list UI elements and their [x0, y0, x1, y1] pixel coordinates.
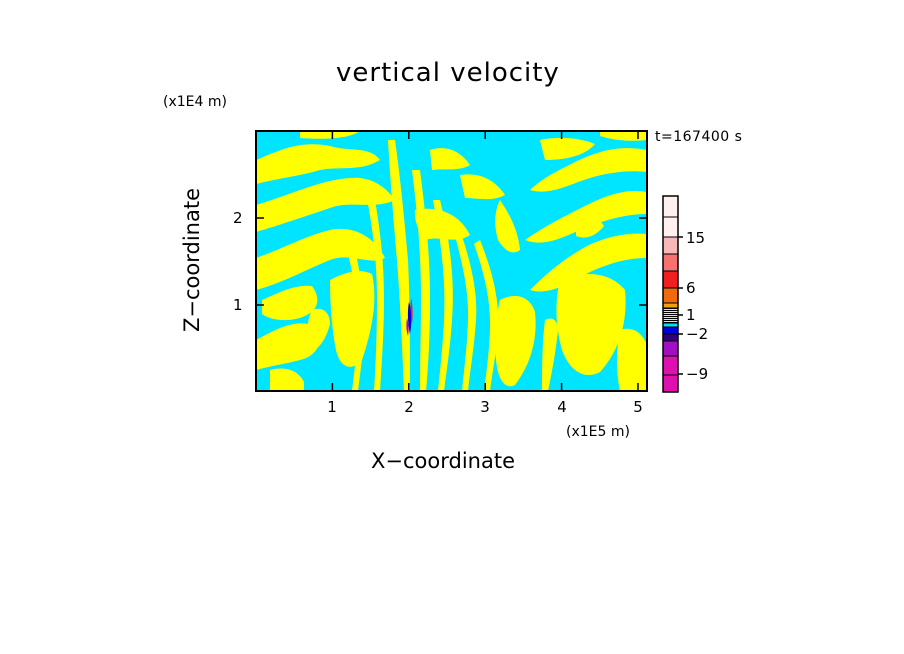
- colorbar-level-1: [663, 196, 678, 217]
- streak-7: [348, 250, 365, 391]
- time-label: t=167400 s: [655, 129, 743, 145]
- intense-core-purple: [406, 318, 409, 336]
- streak-1: [388, 140, 410, 391]
- colorbar-level-6: [663, 288, 678, 303]
- streak-5: [474, 240, 499, 391]
- colorbar-label-m2: −2: [686, 325, 709, 343]
- x-axis-label: X−coordinate: [371, 449, 515, 473]
- streak-6: [368, 200, 384, 391]
- band-1: [256, 144, 380, 184]
- streak-4: [454, 230, 477, 391]
- colorbar-level-4: [663, 254, 678, 271]
- streak-15: [576, 216, 604, 238]
- band-8: [530, 148, 647, 192]
- x-tick-label-2: 2: [404, 398, 414, 416]
- colorbar-level-10: [663, 327, 678, 334]
- band-4: [262, 285, 318, 321]
- x-tick-label-4: 4: [557, 398, 567, 416]
- band-2: [256, 177, 395, 232]
- streak-14: [307, 308, 330, 352]
- streak-8: [495, 200, 520, 253]
- colorbar-level-7: [663, 303, 678, 308]
- colorbar-level-8: [663, 308, 678, 323]
- chart-title: vertical velocity: [336, 58, 560, 88]
- band-12: [540, 137, 595, 160]
- streak-13: [270, 368, 304, 391]
- intense-core-red: [410, 298, 413, 324]
- x-tick-label-5: 5: [633, 398, 643, 416]
- intense-feature: [406, 298, 413, 336]
- colorbar-level-5: [663, 271, 678, 288]
- band-11: [600, 131, 647, 141]
- y-unit-label: (x1E4 m): [163, 94, 227, 110]
- y-axis-label: Z−coordinate: [180, 188, 204, 332]
- band-5: [256, 323, 320, 370]
- colorbar-level-14: [663, 375, 678, 392]
- band-13: [556, 274, 626, 376]
- band-7: [300, 131, 360, 139]
- band-10: [530, 233, 647, 292]
- colorbar-label-1: 1: [686, 306, 696, 324]
- streak-12: [542, 318, 558, 391]
- colorbar-label-m9: −9: [686, 365, 709, 383]
- colorbar: [662, 195, 683, 393]
- band-14: [495, 296, 536, 387]
- colorbar-level-12: [663, 341, 678, 356]
- colorbar-level-13: [663, 356, 678, 375]
- plot-frame: [255, 130, 648, 392]
- streak-9: [414, 208, 470, 240]
- colorbar-level-11: [663, 334, 678, 341]
- x-tick-label-1: 1: [327, 398, 337, 416]
- axis-ticks: [256, 131, 647, 391]
- colorbar-level-3: [663, 237, 678, 254]
- streak-10: [430, 148, 470, 170]
- heatmap-field: [256, 131, 647, 391]
- band-3: [256, 228, 385, 290]
- x-tick-label-3: 3: [480, 398, 490, 416]
- colorbar-level-9: [663, 323, 678, 327]
- streak-3: [433, 200, 453, 391]
- x-unit-label: (x1E5 m): [566, 424, 630, 440]
- streak-11: [460, 174, 505, 200]
- colorbar-label-6: 6: [686, 279, 696, 297]
- colorbar-ticks: [678, 236, 683, 375]
- y-tick-label-1: 1: [233, 296, 243, 314]
- colorbar-frame: [662, 195, 679, 393]
- colorbar-separators: [663, 216, 678, 376]
- band-15: [617, 328, 647, 391]
- y-tick-label-2: 2: [233, 209, 243, 227]
- colorbar-level-2: [663, 217, 678, 237]
- intense-core-blue: [407, 302, 412, 334]
- colorbar-label-15: 15: [686, 229, 706, 247]
